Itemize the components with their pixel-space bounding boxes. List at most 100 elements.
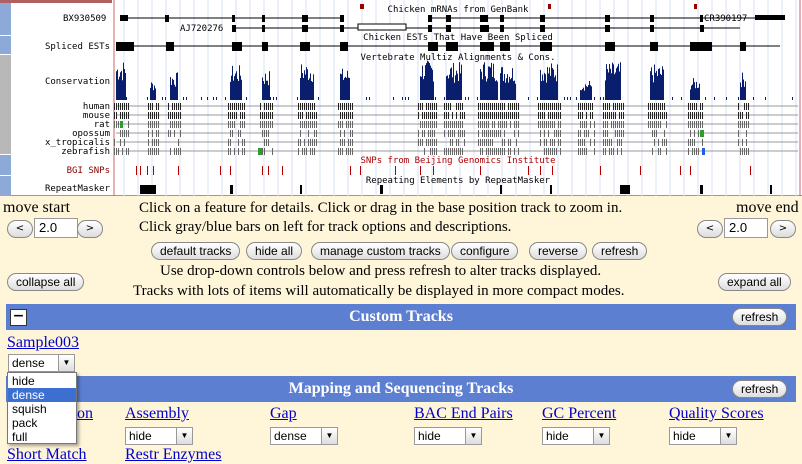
species-align-block xyxy=(611,121,612,128)
conservation-bar xyxy=(490,67,491,100)
species-align-block xyxy=(460,112,461,119)
conservation-bar xyxy=(447,75,448,100)
species-align-block xyxy=(268,112,269,119)
assembly-select[interactable]: hide ▼ xyxy=(125,427,193,445)
species-align-block xyxy=(174,103,175,110)
species-align-block xyxy=(518,148,519,155)
species-align-block xyxy=(460,130,461,137)
snp-tick xyxy=(480,166,481,175)
species-align-block xyxy=(418,112,419,119)
custom-tracks-refresh-button[interactable]: refresh xyxy=(732,308,788,326)
track-link-restr-enzymes[interactable]: Restr Enzymes xyxy=(125,446,222,463)
reverse-button[interactable]: reverse xyxy=(529,242,588,260)
species-align-block xyxy=(658,148,659,155)
species-align-block xyxy=(700,112,701,119)
species-align-block xyxy=(450,103,451,110)
species-align-block xyxy=(172,112,173,119)
track-link-assembly[interactable]: Assembly xyxy=(125,405,189,422)
track-features[interactable] xyxy=(114,4,798,194)
conservation-bar xyxy=(273,97,274,100)
species-align-block xyxy=(464,139,465,146)
track-link-short-match[interactable]: Short Match xyxy=(7,446,87,463)
species-align-block xyxy=(240,121,241,128)
species-align-block xyxy=(700,103,701,110)
conservation-bar xyxy=(173,79,174,100)
species-align-block xyxy=(150,112,151,119)
conservation-bar xyxy=(556,81,557,100)
conservation-bar xyxy=(150,87,151,100)
feature-label-bx930509[interactable]: BX930509 xyxy=(63,14,106,24)
manage-custom-tracks-button[interactable]: manage custom tracks xyxy=(311,242,450,260)
collapse-custom-tracks-button[interactable]: − xyxy=(10,309,27,326)
instruction-line-4: Tracks with lots of items will automatic… xyxy=(133,283,625,299)
species-align-block xyxy=(180,121,181,128)
gap-select[interactable]: dense ▼ xyxy=(270,427,338,445)
track-link-partial[interactable]: on xyxy=(77,405,93,422)
species-align-block xyxy=(486,139,487,146)
move-start-input[interactable]: 2.0 xyxy=(34,218,78,238)
species-align-block xyxy=(260,103,261,110)
species-align-block xyxy=(348,112,349,119)
species-align-block xyxy=(124,103,125,110)
track-link-bac-end-pairs[interactable]: BAC End Pairs xyxy=(414,405,513,422)
species-align-block xyxy=(490,112,491,119)
species-align-block xyxy=(546,121,547,128)
configure-button[interactable]: configure xyxy=(451,242,519,260)
species-align-block xyxy=(650,103,651,110)
refresh-button[interactable]: refresh xyxy=(592,242,648,260)
move-end-input[interactable]: 2.0 xyxy=(724,218,768,238)
move-end-right-button[interactable]: > xyxy=(770,220,796,238)
species-align-block xyxy=(656,112,657,119)
sidebar-spliced-est[interactable] xyxy=(0,36,11,54)
feature-label-cr390197[interactable]: CR390197 xyxy=(704,14,747,24)
sidebar-mrna[interactable] xyxy=(0,0,11,35)
dropdown-option-squish[interactable]: squish xyxy=(12,402,47,416)
visibility-dropdown-menu[interactable]: hide dense squish pack full xyxy=(7,372,77,444)
track-link-quality-scores[interactable]: Quality Scores xyxy=(669,405,764,422)
species-align-block xyxy=(492,148,493,155)
mapping-tracks-refresh-button[interactable]: refresh xyxy=(732,380,788,398)
species-align-block xyxy=(152,112,153,119)
quality-scores-select[interactable]: hide ▼ xyxy=(669,427,737,445)
species-align-block xyxy=(124,130,125,137)
dropdown-option-hide[interactable]: hide xyxy=(12,374,35,388)
move-end-left-button[interactable]: < xyxy=(697,220,723,238)
move-start-right-button[interactable]: > xyxy=(77,220,103,238)
dropdown-option-pack[interactable]: pack xyxy=(12,416,38,430)
sidebar-bgi-snps[interactable] xyxy=(0,155,11,175)
conservation-bar xyxy=(543,80,544,100)
sidebar-repeatmasker[interactable] xyxy=(0,176,11,196)
species-align-block xyxy=(230,130,231,137)
conservation-bar xyxy=(433,81,434,100)
feature-label-aj720276[interactable]: AJ720276 xyxy=(180,24,223,34)
est-exon xyxy=(480,42,494,51)
default-tracks-button[interactable]: default tracks xyxy=(151,242,241,260)
move-start-left-button[interactable]: < xyxy=(7,220,33,238)
species-align-block xyxy=(504,130,505,137)
track-link-gap[interactable]: Gap xyxy=(270,405,297,422)
species-align-block xyxy=(556,112,557,119)
snp-tick xyxy=(282,166,283,175)
sidebar-multiz[interactable] xyxy=(0,55,11,154)
conservation-bar xyxy=(550,75,551,100)
custom-track-link-sample003[interactable]: Sample003 xyxy=(7,334,79,351)
species-align-block xyxy=(230,139,231,146)
label-x-tropicalis: x_tropicalis xyxy=(45,138,110,148)
conservation-bar xyxy=(618,97,619,100)
bac-end-pairs-select[interactable]: hide ▼ xyxy=(414,427,482,445)
dropdown-option-full[interactable]: full xyxy=(12,430,28,444)
species-align-block xyxy=(432,130,433,137)
hide-all-button[interactable]: hide all xyxy=(246,242,303,260)
gc-percent-select[interactable]: hide ▼ xyxy=(542,427,610,445)
custom-track-visibility-select[interactable]: dense ▼ xyxy=(8,354,75,372)
genome-browser-image[interactable]: Chicken mRNAs from GenBank Chicken ESTs … xyxy=(0,0,802,196)
species-align-block xyxy=(482,148,483,155)
collapse-all-button[interactable]: collapse all xyxy=(7,273,85,291)
species-align-block xyxy=(746,103,747,110)
dropdown-option-dense[interactable]: dense xyxy=(8,388,76,402)
species-align-block xyxy=(168,112,169,119)
species-align-block xyxy=(692,103,693,110)
expand-all-button[interactable]: expand all xyxy=(718,273,791,291)
track-link-gc-percent[interactable]: GC Percent xyxy=(542,405,617,422)
species-align-block xyxy=(314,103,315,110)
